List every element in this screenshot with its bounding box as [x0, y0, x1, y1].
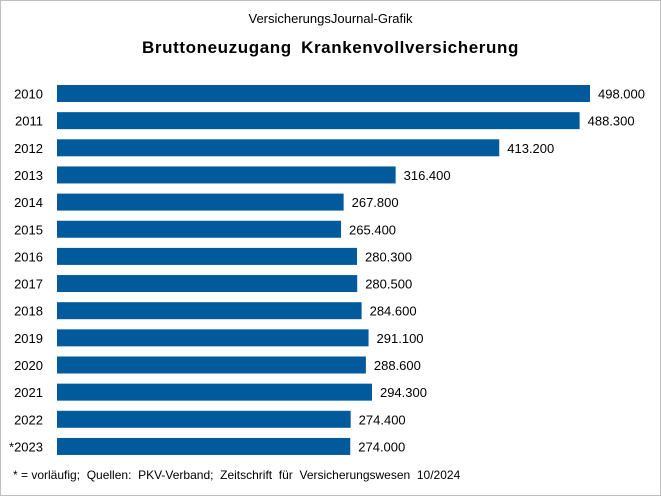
bar	[57, 356, 366, 374]
category-label: 2020	[14, 358, 43, 373]
bar	[57, 437, 351, 455]
bar	[57, 220, 342, 238]
value-label: 488.300	[588, 114, 635, 129]
bar	[57, 329, 369, 347]
bar	[57, 139, 500, 157]
chart-title: Bruttoneuzugang Krankenvollversicherung	[142, 38, 519, 57]
bar	[57, 302, 362, 320]
value-label: 267.800	[352, 195, 399, 210]
value-label: 413.200	[507, 141, 554, 156]
category-label: 2019	[14, 331, 43, 346]
value-label: 498.000	[598, 87, 645, 102]
bar	[57, 85, 590, 102]
value-label: 294.300	[380, 385, 427, 400]
value-label: 291.100	[377, 331, 424, 346]
category-label: 2016	[14, 249, 43, 264]
value-label: 284.600	[370, 304, 417, 319]
category-label: 2014	[14, 195, 43, 210]
category-label: 2013	[14, 168, 43, 183]
bar	[57, 166, 396, 184]
category-label: 2011	[15, 114, 43, 129]
bar	[57, 193, 344, 211]
bar	[57, 112, 580, 130]
bar	[57, 275, 358, 293]
value-label: 274.400	[359, 412, 406, 427]
bar	[57, 410, 351, 428]
value-label: 274.000	[358, 439, 405, 454]
category-label: 2012	[14, 141, 43, 156]
value-label: 265.400	[349, 222, 396, 237]
chart-supertitle: VersicherungsJournal-Grafik	[248, 11, 413, 26]
value-label: 316.400	[404, 168, 451, 183]
bar	[57, 247, 357, 265]
category-label: 2022	[14, 412, 43, 427]
category-label: 2010	[14, 87, 43, 102]
bar	[57, 383, 372, 401]
category-label: *2023	[9, 439, 43, 454]
value-label: 280.500	[365, 277, 412, 292]
value-label: 288.600	[374, 358, 421, 373]
value-label: 280.300	[365, 249, 412, 264]
footnote: * = vorläufig; Quellen: PKV-Verband; Zei…	[13, 468, 461, 482]
category-label: 2017	[14, 277, 43, 292]
category-label: 2021	[14, 385, 43, 400]
category-label: 2015	[14, 222, 43, 237]
category-label: 2018	[14, 304, 43, 319]
